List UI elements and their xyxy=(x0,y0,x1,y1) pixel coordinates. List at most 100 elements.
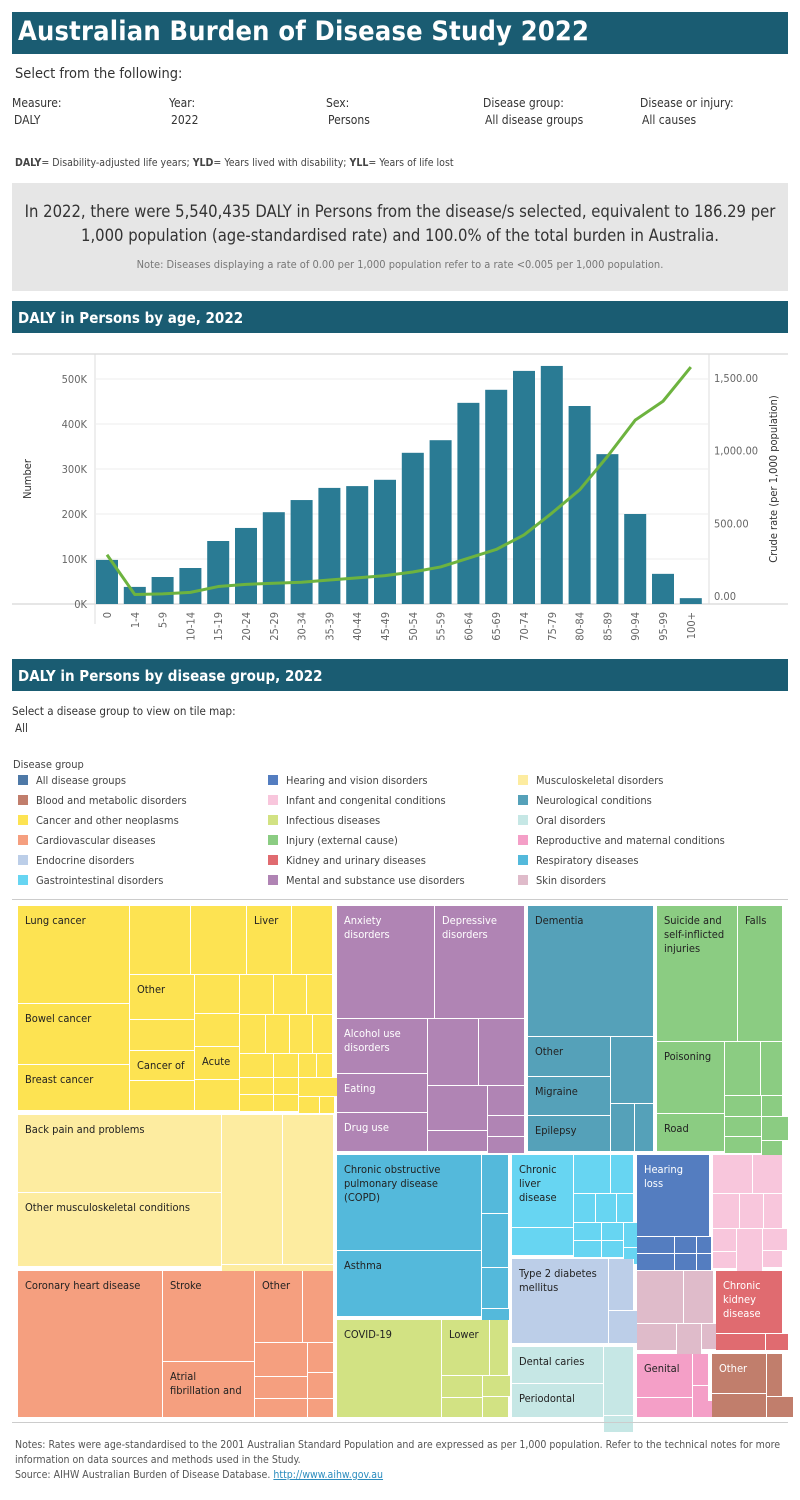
legend-item[interactable]: All disease groups xyxy=(18,774,126,788)
treemap-tile[interactable] xyxy=(617,1194,634,1223)
treemap-tile[interactable] xyxy=(482,1155,509,1214)
treemap-tile[interactable] xyxy=(308,1343,334,1373)
treemap-tile[interactable] xyxy=(604,1416,634,1433)
legend-item[interactable]: Blood and metabolic disorders xyxy=(18,794,187,808)
treemap-tile[interactable] xyxy=(283,1115,334,1265)
treemap-tile[interactable] xyxy=(428,1131,488,1152)
legend-item[interactable]: Respiratory diseases xyxy=(518,854,639,868)
aihw-link[interactable]: http://www.aihw.gov.au xyxy=(273,1469,384,1481)
treemap-tile[interactable] xyxy=(274,975,307,1015)
legend-item[interactable]: Gastrointestinal disorders xyxy=(18,874,163,888)
treemap-tile[interactable] xyxy=(240,975,274,1015)
treemap-tile[interactable] xyxy=(637,1398,693,1418)
treemap-tile-t2d[interactable]: Type 2 diabetes mellitus xyxy=(512,1259,609,1344)
treemap-tile[interactable] xyxy=(604,1347,634,1416)
treemap-tile[interactable] xyxy=(611,1104,635,1152)
treemap-tile[interactable] xyxy=(191,906,247,975)
treemap-tile[interactable] xyxy=(702,1324,717,1350)
treemap-tile[interactable] xyxy=(428,1019,479,1086)
treemap-tile[interactable] xyxy=(266,1015,290,1054)
treemap-tile[interactable] xyxy=(637,1271,684,1324)
legend-item[interactable]: Injury (external cause) xyxy=(268,834,398,848)
treemap-tile-depressive[interactable]: Depressive disorders xyxy=(435,906,525,1019)
treemap-tile-dementia[interactable]: Dementia xyxy=(528,906,654,1037)
treemap-tile[interactable] xyxy=(596,1194,617,1223)
treemap-tile[interactable] xyxy=(255,1399,308,1418)
treemap-tile[interactable] xyxy=(512,1228,574,1256)
legend-item[interactable]: Reproductive and maternal conditions xyxy=(518,834,725,848)
treemap-tile-atrial[interactable]: Atrial fibrillation and xyxy=(163,1362,255,1418)
treemap-tile-liver[interactable]: Liver xyxy=(247,906,292,975)
treemap-tile-migraine[interactable]: Migraine xyxy=(528,1077,611,1116)
treemap-tile-epilepsy[interactable]: Epilepsy xyxy=(528,1116,611,1152)
legend-item[interactable]: Hearing and vision disorders xyxy=(268,774,428,788)
treemap-tile-covid[interactable]: COVID-19 xyxy=(337,1320,442,1418)
treemap-tile[interactable] xyxy=(313,1015,333,1054)
treemap-tile[interactable] xyxy=(442,1376,483,1398)
treemap-tile[interactable] xyxy=(574,1194,596,1223)
filter-dropdown[interactable]: All causes xyxy=(642,113,697,127)
treemap-tile[interactable] xyxy=(195,975,240,1014)
treemap-tile-acute[interactable]: Acute xyxy=(195,1047,240,1080)
treemap-tile[interactable] xyxy=(713,1194,740,1229)
treemap-tile-bowel[interactable]: Bowel cancer xyxy=(18,1004,130,1065)
treemap-tile[interactable] xyxy=(308,1399,334,1418)
legend-item[interactable]: Oral disorders xyxy=(518,814,606,828)
treemap-tile-other-msk[interactable]: Other musculoskeletal conditions xyxy=(18,1193,222,1267)
treemap-tile[interactable] xyxy=(611,1037,654,1104)
treemap-tile-lung[interactable]: Lung cancer xyxy=(18,906,130,1004)
treemap-tile-other-blood[interactable]: Other xyxy=(712,1354,767,1394)
treemap-tile[interactable] xyxy=(307,975,333,1015)
treemap-tile[interactable] xyxy=(737,1229,763,1246)
treemap-tile[interactable] xyxy=(637,1237,675,1254)
treemap-tile[interactable] xyxy=(725,1096,762,1117)
treemap-tile-other-neuro[interactable]: Other xyxy=(528,1037,611,1077)
treemap-tile[interactable] xyxy=(697,1237,712,1254)
treemap-tile[interactable] xyxy=(637,1324,677,1351)
treemap-tile-anxiety[interactable]: Anxiety disorders xyxy=(337,906,435,1019)
treemap-tile[interactable] xyxy=(609,1259,634,1311)
treemap-tile[interactable] xyxy=(428,1086,488,1131)
treemap-tile-back[interactable]: Back pain and problems xyxy=(18,1115,222,1193)
treemap-tile[interactable] xyxy=(482,1268,509,1309)
treemap-tile-suicide[interactable]: Suicide and self-inflicted injuries xyxy=(657,906,738,1042)
treemap-tile[interactable] xyxy=(635,1104,654,1152)
treemap-tile-hearing[interactable]: Hearing loss xyxy=(637,1155,710,1237)
treemap-tile[interactable] xyxy=(713,1229,737,1252)
filter-dropdown[interactable]: All disease groups xyxy=(485,113,584,127)
treemap-tile-caries[interactable]: Dental caries xyxy=(512,1347,604,1384)
treemap-tile-drug[interactable]: Drug use xyxy=(337,1113,428,1152)
treemap-tile-poisoning[interactable]: Poisoning xyxy=(657,1042,725,1114)
legend-item[interactable]: Skin disorders xyxy=(518,874,606,888)
treemap-tile[interactable] xyxy=(488,1086,525,1116)
treemap-tile-asthma[interactable]: Asthma xyxy=(337,1251,482,1317)
treemap-tile[interactable] xyxy=(317,1054,333,1078)
treemap-tile[interactable] xyxy=(675,1254,697,1271)
treemap-tile-falls[interactable]: Falls xyxy=(738,906,783,1042)
treemap-tile[interactable] xyxy=(712,1394,767,1418)
treemap-tile[interactable] xyxy=(240,1054,274,1078)
treemap-tile-eating[interactable]: Eating xyxy=(337,1074,428,1113)
legend-item[interactable]: Kidney and urinary diseases xyxy=(268,854,426,868)
treemap-tile[interactable] xyxy=(195,1080,240,1111)
filter-dropdown[interactable]: DALY xyxy=(14,113,41,127)
treemap-tile[interactable] xyxy=(320,1097,335,1114)
treemap-tile-other-cancer[interactable]: Other xyxy=(130,975,195,1020)
treemap-tile[interactable] xyxy=(761,1042,783,1096)
treemap-tile[interactable] xyxy=(130,906,191,975)
treemap-tile[interactable] xyxy=(195,1014,240,1047)
treemap-tile-road[interactable]: Road xyxy=(657,1114,725,1152)
treemap-tile[interactable] xyxy=(496,1376,511,1397)
treemap-tile-genital[interactable]: Genital xyxy=(637,1354,693,1398)
treemap-tile[interactable] xyxy=(773,1229,788,1251)
treemap-tile[interactable] xyxy=(675,1237,697,1254)
treemap-tile[interactable] xyxy=(693,1354,709,1386)
treemap-tile-ckd[interactable]: Chronic kidney disease xyxy=(716,1271,783,1334)
treemap-tile[interactable] xyxy=(574,1223,602,1241)
legend-item[interactable]: Endocrine disorders xyxy=(18,854,134,868)
treemap-tile[interactable] xyxy=(609,1311,624,1344)
treemap-tile[interactable] xyxy=(602,1223,624,1241)
treemap-tile[interactable] xyxy=(490,1320,509,1376)
treemap-tile[interactable] xyxy=(740,1194,764,1229)
treemap-tile[interactable] xyxy=(574,1155,611,1194)
